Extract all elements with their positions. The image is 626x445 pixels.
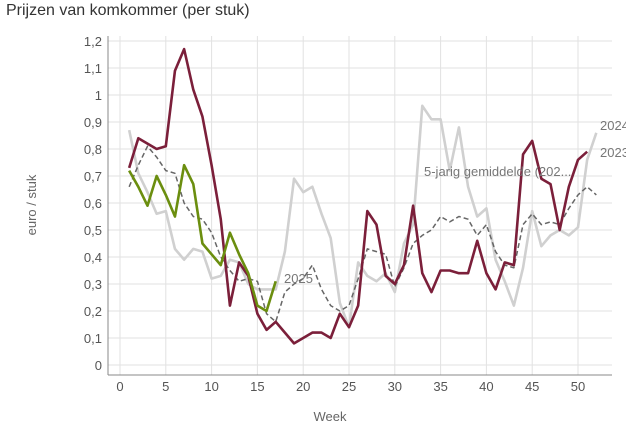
x-tick-label: 0: [116, 379, 123, 394]
x-tick-label: 20: [296, 379, 310, 394]
y-tick-label: 0,1: [84, 331, 102, 346]
x-tick-label: 50: [571, 379, 585, 394]
x-tick-label: 30: [388, 379, 402, 394]
x-tick-label: 5: [162, 379, 169, 394]
x-tick-label: 45: [525, 379, 539, 394]
y-axis-label: euro / stuk: [24, 174, 39, 235]
y-tick-label: 0,2: [84, 304, 102, 319]
x-tick-label: 35: [433, 379, 447, 394]
x-tick-label: 40: [479, 379, 493, 394]
x-tick-label: 25: [342, 379, 356, 394]
chart-title: Prijzen van komkommer (per stuk): [6, 2, 250, 19]
y-tick-label: 0,7: [84, 169, 102, 184]
y-tick-label: 0,6: [84, 196, 102, 211]
y-tick-label: 1,2: [84, 34, 102, 49]
series-label: 2023: [600, 145, 626, 160]
x-axis-label: Week: [314, 409, 347, 424]
y-tick-label: 0,4: [84, 250, 102, 265]
y-tick-label: 1,1: [84, 61, 102, 76]
y-tick-label: 0,9: [84, 115, 102, 130]
y-tick-label: 0: [95, 358, 102, 373]
y-tick-label: 0,8: [84, 142, 102, 157]
series-line-2025: [128, 163, 277, 313]
series-line-2024: [127, 47, 589, 345]
y-tick-label: 0,3: [84, 277, 102, 292]
y-tick-label: 0,5: [84, 223, 102, 238]
series-label: 2024: [600, 118, 626, 133]
series-label: 2025: [284, 271, 313, 286]
series-label: 5-jarig gemiddelde (202...: [424, 164, 571, 179]
x-tick-label: 15: [250, 379, 264, 394]
y-tick-label: 1: [95, 88, 102, 103]
x-tick-label: 10: [204, 379, 218, 394]
